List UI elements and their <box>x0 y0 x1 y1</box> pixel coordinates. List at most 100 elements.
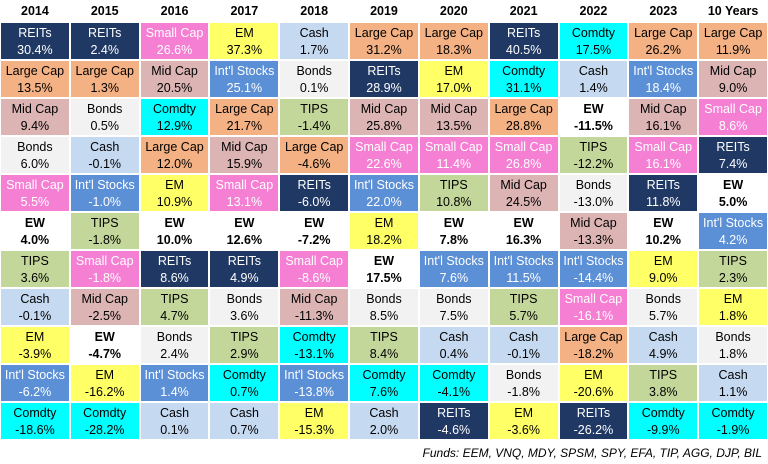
return-value: 26.8% <box>505 157 542 171</box>
return-cell: Cash -0.1% <box>69 136 140 174</box>
return-cell: Int'l Stocks -6.2% <box>0 364 70 402</box>
asset-name: Comdty <box>292 330 336 344</box>
return-cell: TIPS -1.8% <box>69 212 140 250</box>
return-cell: Large Cap 12.0% <box>139 136 210 174</box>
return-cell: Mid Cap 9.4% <box>0 98 70 136</box>
return-cell: EW 12.6% <box>209 212 280 250</box>
asset-name: TIPS <box>160 292 189 306</box>
return-value: -3.6% <box>507 423 540 437</box>
return-cell: Small Cap 26.8% <box>488 136 559 174</box>
asset-name: Cash <box>159 406 190 420</box>
return-value: -18.6% <box>15 423 55 437</box>
return-cell: Mid Cap -2.5% <box>69 288 140 326</box>
return-value: 9.4% <box>20 119 50 133</box>
return-cell: Bonds 7.5% <box>418 288 489 326</box>
asset-name: Small Cap <box>145 26 204 40</box>
return-cell: TIPS 2.3% <box>698 250 768 288</box>
return-cell: EW 7.8% <box>418 212 489 250</box>
asset-name: Large Cap <box>75 64 134 78</box>
asset-name: Int'l Stocks <box>4 368 65 382</box>
return-cell: Int'l Stocks 22.0% <box>349 174 419 212</box>
return-cell: Mid Cap 24.5% <box>488 174 559 212</box>
return-cell: Large Cap -4.6% <box>279 136 350 174</box>
year-header: 2015 <box>90 4 119 18</box>
asset-name: EW <box>583 102 604 116</box>
return-value: 11.9% <box>715 43 751 57</box>
asset-name: REITs <box>437 406 471 420</box>
return-value: -0.1% <box>18 309 52 323</box>
return-value: 7.6% <box>369 385 399 399</box>
return-value: 13.1% <box>226 195 263 209</box>
return-cell: Large Cap 26.2% <box>628 22 699 60</box>
asset-name: Large Cap <box>354 26 414 40</box>
return-value: 8.4% <box>369 347 399 361</box>
return-value: -1.4% <box>297 119 331 133</box>
return-value: 18.3% <box>436 43 472 57</box>
asset-name: Large Cap <box>703 26 763 40</box>
return-cell: Cash 1.1% <box>698 364 768 402</box>
asset-name: REITs <box>576 406 611 420</box>
return-cell: REITs 40.5% <box>488 22 559 60</box>
asset-name: Int'l Stocks <box>633 64 694 78</box>
return-cell: Bonds -13.0% <box>558 174 629 212</box>
return-value: 11.4% <box>436 157 472 171</box>
return-cell: Small Cap 13.1% <box>209 174 280 212</box>
asset-name: Large Cap <box>634 26 693 40</box>
return-value: -15.3% <box>294 423 334 437</box>
asset-name: EM <box>584 368 603 382</box>
asset-name: Cash <box>229 406 259 420</box>
return-value: 17.0% <box>436 81 472 95</box>
return-cell: REITs 30.4% <box>0 22 70 60</box>
return-value: 1.1% <box>718 385 748 399</box>
return-value: 0.7% <box>230 423 259 437</box>
return-cell: Int'l Stocks 11.5% <box>488 250 559 288</box>
asset-name: Small Cap <box>355 140 413 154</box>
return-cell: EM 1.8% <box>698 288 768 326</box>
asset-name: Large Cap <box>564 330 623 344</box>
asset-name: Bonds <box>296 64 332 78</box>
return-cell: REITs -26.2% <box>558 402 629 440</box>
return-cell: EM -3.6% <box>488 402 559 440</box>
return-value: 4.9% <box>649 347 678 361</box>
return-cell: Small Cap 5.5% <box>0 174 70 212</box>
year-header: 2017 <box>230 4 259 18</box>
return-cell: Cash 0.1% <box>139 402 210 440</box>
return-cell: EM -16.2% <box>69 364 140 402</box>
return-value: 2.9% <box>230 347 259 361</box>
return-value: 11.5% <box>506 271 541 285</box>
asset-name: EW <box>723 178 744 192</box>
asset-name: REITs <box>646 178 680 192</box>
asset-name: Int'l Stocks <box>423 254 484 268</box>
return-cell: Bonds 2.4% <box>139 326 210 364</box>
return-value: 17.5% <box>575 43 612 57</box>
asset-name: Mid Cap <box>500 178 547 192</box>
return-value: -7.2% <box>297 233 331 247</box>
asset-name: Large Cap <box>494 102 553 116</box>
asset-name: Comdty <box>222 368 266 382</box>
return-value: -4.6% <box>437 423 471 437</box>
asset-name: EM <box>723 292 743 306</box>
return-value: -12.2% <box>573 157 614 171</box>
return-cell: TIPS 10.8% <box>418 174 489 212</box>
return-value: -1.8% <box>88 233 122 247</box>
return-value: 11.8% <box>646 195 681 209</box>
return-cell: Large Cap 21.7% <box>209 98 280 136</box>
return-value: 6.0% <box>20 157 50 171</box>
return-cell: Comdty 12.9% <box>139 98 210 136</box>
asset-name: Mid Cap <box>81 292 128 306</box>
return-cell: EM -15.3% <box>279 402 350 440</box>
asset-name: Int'l Stocks <box>284 368 345 382</box>
return-cell: TIPS 2.9% <box>209 326 280 364</box>
year-header: 2021 <box>509 4 538 18</box>
return-value: -11.5% <box>573 119 613 133</box>
return-value: 9.0% <box>718 81 748 95</box>
return-cell: Int'l Stocks 4.2% <box>698 212 768 250</box>
return-value: -0.1% <box>88 157 122 171</box>
asset-name: EW <box>234 216 255 230</box>
return-value: 13.5% <box>17 81 53 95</box>
return-value: 7.6% <box>439 271 469 285</box>
asset-name: EM <box>95 368 115 382</box>
return-cell: Small Cap -1.8% <box>69 250 140 288</box>
return-cell: EM 9.0% <box>628 250 699 288</box>
